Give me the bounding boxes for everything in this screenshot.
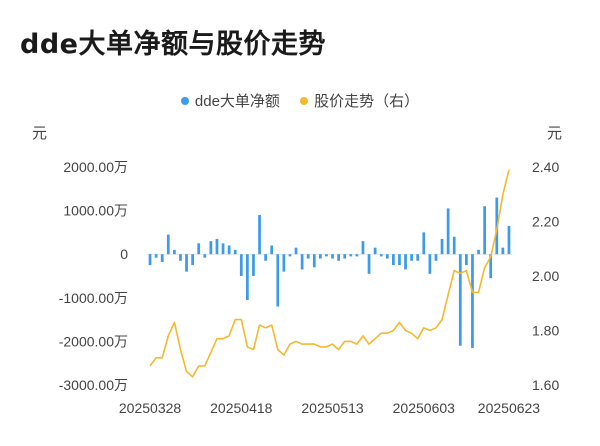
dde-bar	[458, 254, 462, 346]
dde-bar	[422, 232, 426, 255]
dde-bar	[300, 254, 304, 270]
x-axis-tick-label: 20250418	[210, 400, 273, 416]
dde-bar	[215, 238, 219, 255]
left-axis-tick-label: -2000.00万	[59, 333, 128, 349]
dde-bar	[227, 245, 231, 255]
dde-bar	[319, 254, 322, 259]
dde-bar	[166, 234, 170, 255]
dde-bar	[434, 254, 438, 261]
dde-bar	[276, 254, 280, 307]
dde-bar	[191, 254, 194, 266]
left-axis-unit: 元	[32, 124, 47, 142]
dde-bar	[349, 254, 353, 257]
dde-bar	[446, 208, 450, 255]
left-axis-tick-label: 2000.00万	[63, 159, 128, 175]
dde-bar	[398, 254, 401, 266]
dde-bar	[270, 245, 274, 255]
legend-bar-swatch-icon	[180, 96, 189, 105]
dde-bar	[355, 254, 359, 257]
x-axis-tick-label: 20250328	[119, 400, 182, 416]
dde-bar	[282, 254, 286, 272]
dde-bar	[385, 254, 389, 259]
dde-bar	[379, 254, 383, 257]
left-axis-tick-label: 0	[120, 246, 128, 262]
dde-bar	[288, 254, 292, 257]
dde-bar	[148, 254, 152, 266]
dde-bar	[325, 254, 328, 257]
dde-bar	[233, 249, 237, 255]
legend-item-price[interactable]: 股价走势（右）	[300, 90, 419, 111]
legend-line-swatch-icon	[300, 96, 309, 105]
right-axis-tick-label: 2.20	[532, 214, 559, 230]
dde-bar	[239, 254, 243, 276]
dde-bar	[471, 254, 474, 348]
dde-bar	[203, 254, 207, 258]
dde-bar	[367, 254, 371, 274]
right-axis-unit: 元	[547, 124, 562, 142]
dde-bar	[428, 254, 432, 274]
price-line	[149, 169, 510, 378]
dde-bar	[477, 249, 480, 255]
dde-bar	[489, 254, 493, 279]
dde-bar	[306, 254, 310, 259]
legend-label-dde: dde大单净额	[194, 93, 280, 110]
dde-bar	[410, 254, 413, 261]
dde-bar	[483, 206, 486, 255]
dde-bar	[507, 225, 511, 255]
dde-bar	[392, 254, 395, 266]
dde-bar	[465, 254, 468, 266]
dde-bar	[373, 247, 377, 255]
legend-item-dde[interactable]: dde大单净额	[180, 90, 280, 111]
left-axis-tick-label: 1000.00万	[63, 203, 128, 219]
dde-bar	[179, 254, 182, 261]
dde-bar	[160, 254, 164, 263]
x-axis-tick-label: 20250513	[301, 400, 364, 416]
dde-bar	[252, 254, 255, 276]
left-axis-tick-label: -3000.00万	[59, 377, 128, 393]
dde-bar	[246, 254, 249, 300]
dde-bar	[440, 238, 444, 255]
dde-bar	[197, 243, 201, 255]
right-axis-tick-label: 2.40	[532, 159, 559, 175]
dde-bar	[173, 249, 176, 255]
dde-bar	[258, 214, 261, 255]
dde-bar	[416, 254, 420, 261]
dde-bar	[154, 254, 158, 258]
dde-bar	[264, 254, 267, 261]
right-axis-tick-label: 1.80	[532, 323, 559, 339]
dde-bar	[343, 254, 347, 259]
dde-bar	[221, 243, 225, 255]
chart-legend: dde大单净额 股价走势（右）	[0, 90, 600, 111]
dde-bar	[209, 241, 213, 255]
x-axis-tick-label: 20250603	[393, 400, 456, 416]
x-axis-tick-label: 20250623	[478, 400, 541, 416]
dde-bar	[501, 247, 505, 255]
chart-title: dde大单净额与股价走势	[20, 29, 326, 60]
dde-bar	[337, 254, 340, 261]
dde-bar	[312, 254, 316, 268]
dde-bar	[185, 254, 188, 272]
dde-bar	[452, 236, 456, 255]
right-axis-tick-label: 2.00	[532, 268, 559, 284]
dde-bar	[404, 254, 407, 270]
dde-bar	[294, 247, 298, 255]
dde-bar	[361, 241, 365, 255]
dde-bar	[331, 254, 334, 259]
right-axis-tick-label: 1.60	[532, 377, 559, 393]
legend-label-price: 股价走势（右）	[314, 93, 420, 110]
left-axis-tick-label: -1000.00万	[59, 290, 128, 306]
